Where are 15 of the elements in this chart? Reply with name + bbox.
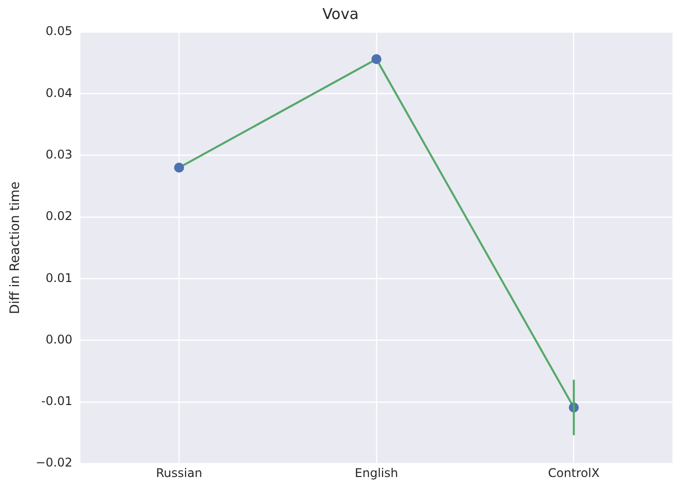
chart-title: Vova [322, 4, 359, 23]
y-axis-title: Diff in Reaction time [8, 181, 24, 314]
point [174, 162, 184, 173]
y-tick-label: -0.01 [41, 394, 72, 408]
y-tick-label: 0.00 [46, 332, 72, 346]
x-tick-label: ControlX [548, 466, 600, 480]
y-tick-label: −0.02 [36, 456, 72, 470]
x-tick-label: English [354, 466, 398, 480]
y-tick-label: 0.05 [46, 24, 72, 38]
y-tick-label: 0.03 [46, 147, 72, 162]
y-tick-label: 0.04 [46, 86, 72, 100]
x-tick-label: Russian [156, 466, 202, 480]
y-tick-label: 0.02 [46, 209, 72, 224]
point [371, 54, 382, 64]
y-tick-label: 0.01 [46, 270, 72, 285]
